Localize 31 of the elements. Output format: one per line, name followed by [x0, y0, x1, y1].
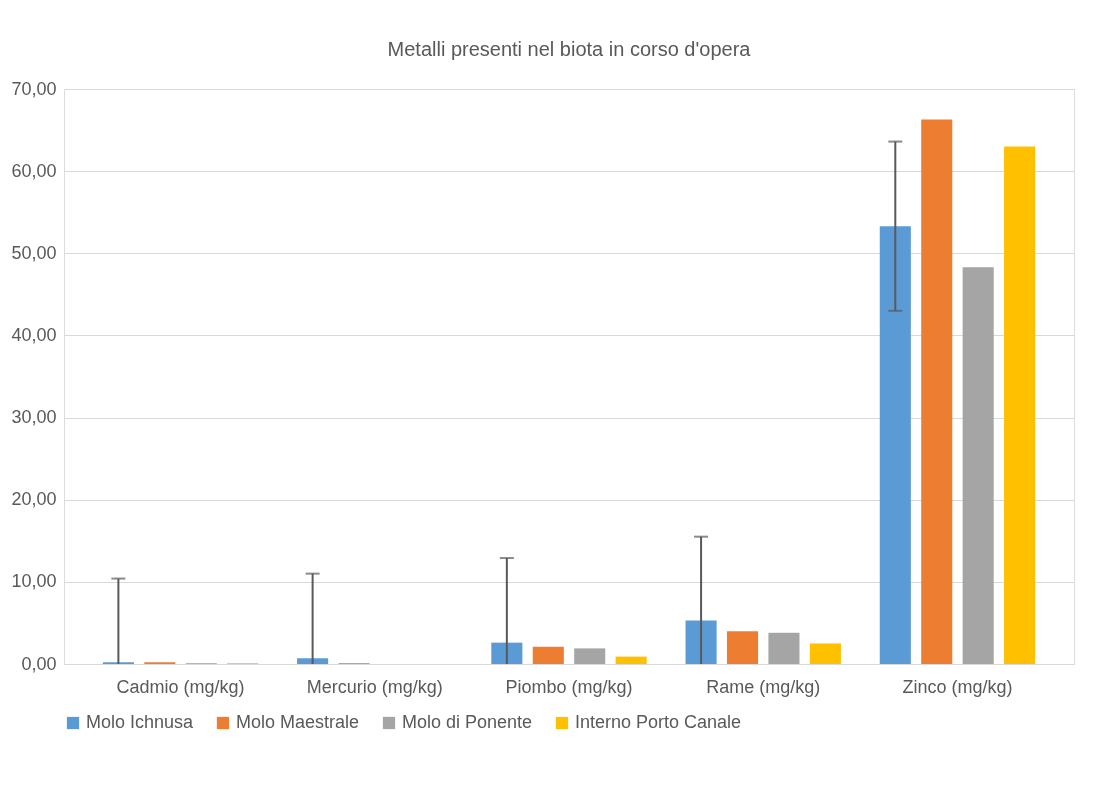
x-tick-label: Piombo (mg/kg) — [505, 676, 633, 697]
bar — [574, 648, 606, 664]
y-tick-label: 0,00 — [21, 653, 57, 674]
chart-title: Metalli presenti nel biota in corso d'opera — [387, 38, 752, 60]
y-tick-label: 30,00 — [11, 407, 57, 428]
y-tick-label: 10,00 — [11, 571, 57, 592]
legend-label: Molo di Ponente — [402, 712, 533, 732]
bar — [809, 643, 841, 664]
bar — [768, 632, 800, 664]
bar — [1004, 146, 1036, 664]
bar — [491, 642, 523, 664]
x-tick-label: Mercurio (mg/kg) — [306, 676, 443, 697]
y-tick-label: 50,00 — [11, 242, 57, 263]
y-tick-label: 40,00 — [11, 324, 57, 345]
x-tick-label: Cadmio (mg/kg) — [116, 676, 245, 697]
bar — [726, 631, 759, 664]
bar — [921, 119, 953, 664]
legend-label: Molo Maestrale — [236, 712, 360, 732]
y-tick-label: 70,00 — [11, 78, 57, 99]
y-tick-label: 20,00 — [11, 489, 57, 510]
bar — [685, 620, 717, 664]
legend-label: Molo Ichnusa — [86, 712, 195, 732]
bar — [962, 267, 994, 664]
y-tick-label: 60,00 — [11, 160, 57, 181]
bar — [615, 656, 647, 664]
x-tick-label: Rame (mg/kg) — [706, 676, 821, 697]
bar — [879, 226, 911, 664]
legend-label: Interno Porto Canale — [575, 712, 742, 732]
bar — [532, 646, 564, 664]
x-tick-label: Zinco (mg/kg) — [902, 676, 1013, 697]
bar — [297, 658, 329, 664]
